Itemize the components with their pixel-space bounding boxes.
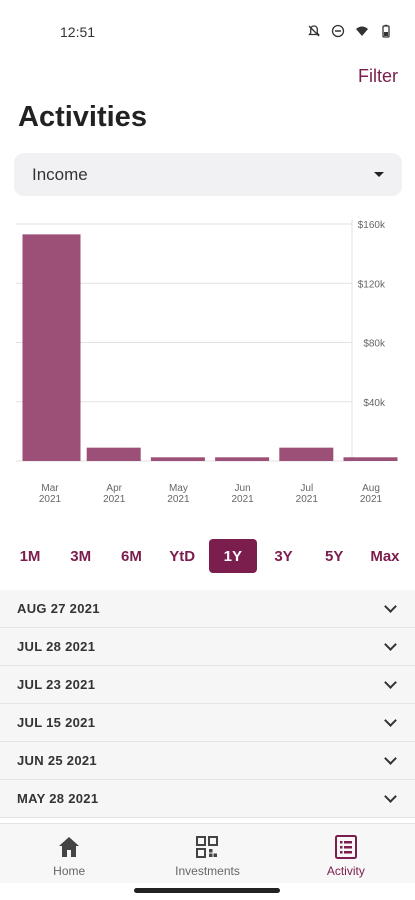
activity-row[interactable]: AUG 27 2021 [0,590,415,628]
chevron-down-icon [384,599,397,613]
x-tick-label-year: 2021 [360,494,383,505]
nav-label: Investments [175,864,240,878]
chart-bar [215,457,270,461]
chart-bar [279,447,334,461]
battery-icon [379,24,393,38]
home-indicator [134,888,280,893]
status-time: 12:51 [60,24,96,40]
activity-date: JUN 25 2021 [17,753,97,768]
x-tick-label-month: Apr [106,483,122,494]
range-tab-ytd[interactable]: YtD [169,547,196,565]
y-tick-label: $40k [363,398,386,409]
activity-type-dropdown[interactable]: Income [14,153,402,196]
income-chart: $40k $80k $120k $160k Mar 2021 Apr 2021 May 2021 J… [0,210,415,510]
chevron-down-icon [384,713,397,727]
caret-down-icon [374,172,384,177]
range-tab-3m[interactable]: 3M [70,547,92,565]
x-tick-label-year: 2021 [296,494,319,505]
activity-date: AUG 27 2021 [17,601,100,616]
activity-date: JUL 15 2021 [17,715,96,730]
list-icon [333,834,359,860]
range-tab-max[interactable]: Max [370,547,400,565]
chevron-down-icon [384,675,397,689]
nav-item-home[interactable]: Home [0,824,138,883]
chart-bar [86,447,141,461]
dropdown-selected-value: Income [32,164,88,184]
time-range-tabs: 1M 3M 6M YtD 1Y 3Y 5Y Max [6,539,409,573]
range-tab-6m[interactable]: 6M [120,547,142,565]
range-tab-5y[interactable]: 5Y [325,547,344,565]
activity-date: JUL 23 2021 [17,677,96,692]
page-title: Activities [18,101,147,133]
nav-item-investments[interactable]: Investments [138,824,276,883]
range-tab-1m[interactable]: 1M [19,547,41,565]
x-tick-label-month: Mar [41,483,59,494]
grid-icon [194,834,220,860]
wifi-icon [355,24,369,38]
x-tick-label-month: Jul [300,483,313,494]
x-tick-label-year: 2021 [231,494,254,505]
x-tick-label-year: 2021 [103,494,126,505]
range-tab-3y[interactable]: 3Y [274,547,293,565]
x-tick-label-year: 2021 [39,494,62,505]
activity-date: JUL 28 2021 [17,639,96,654]
activity-row[interactable]: JUL 28 2021 [0,628,415,666]
x-tick-label-month: May [169,483,188,494]
y-tick-label: $160k [358,220,386,231]
bottom-navigation: Home Investments Activity [0,823,415,883]
status-bar: 12:51 [0,0,415,64]
activity-row[interactable]: JUL 15 2021 [0,704,415,742]
y-tick-label: $120k [358,279,386,290]
status-icons [307,24,393,38]
chart-bar [343,457,398,461]
notifications-off-icon [307,24,321,38]
activity-date: MAY 28 2021 [17,791,99,806]
chart-bar [22,234,81,461]
nav-label: Home [53,864,86,878]
x-tick-label-month: Jun [235,483,251,494]
nav-item-activity[interactable]: Activity [277,824,415,883]
chevron-down-icon [384,637,397,651]
filter-button[interactable]: Filter [358,66,398,86]
chart-svg: $40k$80k$120k$160kMar2021Apr2021May2021J… [16,220,398,505]
activity-list: AUG 27 2021 JUL 28 2021 JUL 23 2021 JUL 15 … [0,590,415,818]
x-tick-label-year: 2021 [167,494,190,505]
do-not-disturb-icon [331,24,345,38]
activity-row[interactable]: JUN 25 2021 [0,742,415,780]
chevron-down-icon [384,789,397,803]
activity-row[interactable]: JUL 23 2021 [0,666,415,704]
activity-row[interactable]: MAY 28 2021 [0,780,415,818]
home-icon [56,834,82,860]
chart-bar [150,457,205,461]
y-tick-label: $80k [363,339,386,350]
range-tab-1y[interactable]: 1Y [208,539,257,573]
x-tick-label-month: Aug [362,483,380,494]
nav-label: Activity [326,864,365,878]
chevron-down-icon [384,751,397,765]
